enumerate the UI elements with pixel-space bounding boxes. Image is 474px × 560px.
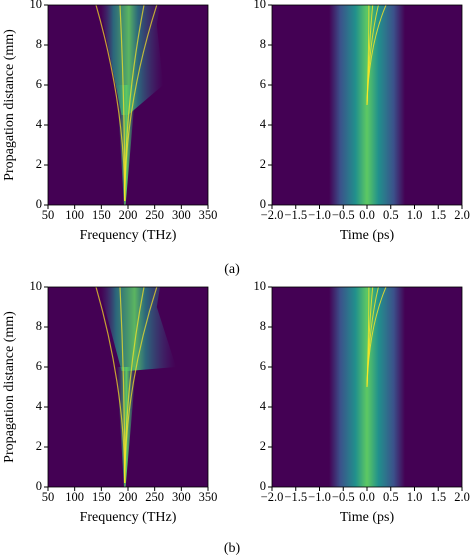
y-tick-label: 4: [260, 399, 267, 413]
y-tick-label: 0: [36, 479, 42, 493]
x-tick-label: 2.0: [454, 208, 470, 222]
x-tick-label: 2.0: [454, 490, 470, 504]
x-tick-label: −1.0: [308, 490, 331, 504]
y-tick-label: 8: [36, 37, 42, 51]
y-tick-label: 4: [260, 117, 267, 131]
y-tick-label: 10: [30, 279, 43, 293]
caption: (b): [224, 541, 241, 556]
x-tick-label: 1.0: [407, 208, 423, 222]
x-tick-label: −0.5: [332, 208, 355, 222]
x-axis-label: Time (ps): [340, 510, 395, 525]
x-axis-label: Time (ps): [340, 228, 395, 243]
x-axis-label: Frequency (THz): [80, 510, 177, 525]
x-tick-label: 250: [145, 208, 164, 222]
y-tick-label: 4: [36, 399, 43, 413]
x-tick-label: 200: [119, 208, 138, 222]
heatmap-spread: [100, 5, 164, 115]
y-tick-label: 10: [254, 0, 267, 11]
y-tick-label: 8: [260, 319, 266, 333]
caption: (a): [224, 262, 240, 277]
y-axis-label: Propagation distance (mm): [2, 29, 17, 181]
y-tick-label: 2: [36, 157, 42, 171]
x-tick-label: −2.0: [261, 490, 284, 504]
heatmap-spread: [100, 287, 176, 371]
y-tick-label: 6: [36, 77, 42, 91]
y-tick-label: 6: [260, 77, 266, 91]
x-tick-label: 50: [42, 208, 55, 222]
y-tick-label: 0: [36, 197, 42, 211]
x-tick-label: 300: [172, 208, 191, 222]
y-tick-label: 6: [260, 359, 266, 373]
x-tick-label: 350: [199, 208, 218, 222]
x-tick-label: 0.0: [359, 208, 375, 222]
x-tick-label: 0.0: [359, 490, 375, 504]
x-tick-label: 1.5: [430, 490, 446, 504]
x-tick-label: −1.0: [308, 208, 331, 222]
y-tick-label: 10: [30, 0, 43, 11]
heatmap-filament: [366, 4, 370, 106]
y-tick-label: 0: [260, 479, 266, 493]
y-tick-label: 6: [36, 359, 42, 373]
x-tick-label: 100: [65, 490, 84, 504]
y-tick-label: 10: [254, 279, 267, 293]
x-axis-label: Frequency (THz): [80, 228, 177, 243]
x-tick-label: −1.5: [284, 490, 307, 504]
x-tick-label: −0.5: [332, 490, 355, 504]
x-tick-label: 1.0: [407, 490, 423, 504]
x-tick-label: 150: [92, 208, 111, 222]
x-tick-label: 200: [119, 490, 138, 504]
y-tick-label: 4: [36, 117, 43, 131]
y-tick-label: 0: [260, 197, 266, 211]
x-tick-label: 0.5: [383, 490, 399, 504]
y-tick-label: 2: [260, 439, 266, 453]
x-tick-label: 50: [42, 490, 55, 504]
heatmap-filament: [124, 4, 158, 202]
y-tick-label: 2: [260, 157, 266, 171]
y-tick-label: 2: [36, 439, 42, 453]
x-tick-label: −1.5: [284, 208, 307, 222]
heatmap-filament: [124, 286, 158, 484]
x-tick-label: 350: [199, 490, 218, 504]
x-tick-label: −2.0: [261, 208, 284, 222]
x-tick-label: 150: [92, 490, 111, 504]
y-tick-label: 8: [260, 37, 266, 51]
heatmap-filament: [366, 286, 370, 388]
x-tick-label: 300: [172, 490, 191, 504]
y-axis-label: Propagation distance (mm): [2, 311, 17, 463]
y-tick-label: 8: [36, 319, 42, 333]
x-tick-label: 0.5: [383, 208, 399, 222]
x-tick-label: 1.5: [430, 208, 446, 222]
x-tick-label: 100: [65, 208, 84, 222]
x-tick-label: 250: [145, 490, 164, 504]
